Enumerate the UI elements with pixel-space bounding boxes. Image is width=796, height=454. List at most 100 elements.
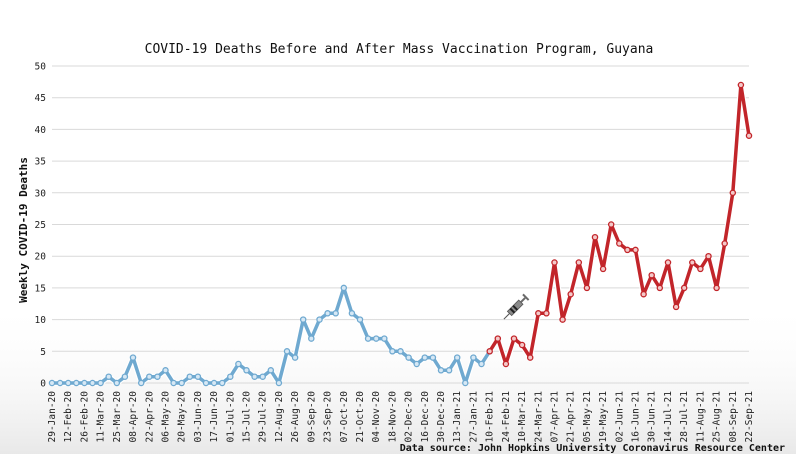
x-tick-label: 20-May-20 <box>177 391 188 443</box>
data-source-note: Data source: John Hopkins University Cor… <box>400 442 785 454</box>
x-tick-label: 07-Apr-21 <box>549 391 560 443</box>
y-tick-label: 15 <box>35 283 46 294</box>
before-point <box>73 379 80 387</box>
background-fade <box>0 300 796 454</box>
after-point <box>705 252 712 260</box>
before-point <box>324 310 331 317</box>
after-point <box>680 284 688 292</box>
before-point <box>462 379 469 387</box>
x-tick-label: 26-Aug-20 <box>290 391 301 443</box>
x-tick-label: 24-Mar-21 <box>533 391 544 443</box>
after-point <box>656 284 664 292</box>
x-tick-label: 01-Jul-20 <box>225 391 236 443</box>
x-tick-label: 12-Feb-20 <box>63 391 74 443</box>
x-tick-label: 21-Oct-20 <box>355 391 366 443</box>
before-point <box>186 373 194 380</box>
x-tick-label: 18-Nov-20 <box>387 391 398 443</box>
after-point <box>599 265 607 273</box>
x-tick-label: 02-Dec-20 <box>404 391 415 443</box>
before-point <box>283 348 291 355</box>
before-point <box>421 354 429 361</box>
after-point <box>632 246 639 254</box>
after-point <box>575 259 583 266</box>
after-point <box>664 259 672 266</box>
before-point <box>97 379 104 387</box>
after-point <box>583 284 591 292</box>
after-point <box>721 240 728 247</box>
before-point <box>397 348 404 355</box>
after-point <box>510 335 518 342</box>
before-point <box>210 379 218 387</box>
before-point <box>121 373 129 380</box>
before-point <box>405 354 412 361</box>
y-tick-label: 10 <box>35 315 47 326</box>
x-tick-label: 19-May-21 <box>598 391 609 443</box>
x-axis-ticks: 29-Jan-20 12-Feb-20 26-Feb-20 11-Mar-20 25-M… <box>47 391 755 443</box>
y-tick-label: 40 <box>35 125 47 136</box>
after-point <box>729 189 737 197</box>
after-point <box>672 303 680 311</box>
x-tick-label: 16-Jun-21 <box>631 391 642 443</box>
x-tick-label: 06-May-20 <box>160 391 171 443</box>
before-point <box>332 310 339 317</box>
before-point <box>170 379 177 387</box>
y-tick-label: 30 <box>35 188 47 199</box>
x-tick-label: 17-Jun-20 <box>209 391 220 443</box>
y-tick-label: 5 <box>40 347 46 358</box>
x-tick-label: 04-Nov-20 <box>371 391 382 443</box>
before-point <box>105 373 112 380</box>
before-point <box>129 354 137 361</box>
y-tick-label: 45 <box>35 93 46 104</box>
y-tick-label: 50 <box>35 62 47 73</box>
before-point <box>299 316 307 323</box>
x-tick-label: 13-Jan-21 <box>452 391 463 443</box>
x-tick-label: 08-Sep-21 <box>728 391 739 443</box>
before-point <box>348 310 356 317</box>
after-point <box>591 233 599 241</box>
x-tick-label: 25-Aug-21 <box>712 391 723 443</box>
before-point <box>64 379 72 387</box>
after-point <box>551 259 558 266</box>
x-tick-label: 02-Jun-21 <box>614 391 625 443</box>
before-point <box>413 360 420 368</box>
y-tick-label: 35 <box>35 157 46 168</box>
after-point <box>518 341 526 349</box>
before-point <box>194 373 202 380</box>
x-tick-label: 14-Jul-21 <box>663 391 674 443</box>
y-tick-label: 0 <box>40 379 46 390</box>
x-tick-label: 11-Mar-20 <box>96 391 107 443</box>
before-point <box>146 373 153 380</box>
before-point <box>113 379 121 387</box>
before-point <box>202 379 210 387</box>
after-point <box>689 259 696 266</box>
after-point <box>502 360 510 368</box>
x-tick-label: 29-Jan-20 <box>47 391 58 443</box>
before-point <box>429 354 437 361</box>
before-point <box>259 373 266 380</box>
x-tick-label: 10-Feb-21 <box>485 391 496 443</box>
x-tick-label: 03-Jun-20 <box>193 391 204 443</box>
x-tick-label: 25-Mar-20 <box>112 391 123 443</box>
before-point <box>89 379 96 387</box>
syringe-icon <box>503 293 530 320</box>
after-point <box>494 335 502 342</box>
after-point <box>486 348 493 355</box>
x-tick-label: 08-Apr-20 <box>128 391 139 443</box>
before-point <box>154 373 161 380</box>
before-point <box>291 354 299 361</box>
before-point <box>364 335 372 342</box>
x-tick-label: 23-Sep-20 <box>323 391 334 443</box>
y-axis-label: Weekly COVID-19 Deaths <box>17 157 30 303</box>
before-point <box>48 379 56 387</box>
after-point <box>607 221 615 228</box>
x-tick-label: 21-Apr-21 <box>566 391 577 443</box>
before-point <box>437 367 445 374</box>
after-point <box>640 290 647 298</box>
before-point <box>267 367 275 374</box>
before-point <box>316 316 323 323</box>
before-point <box>356 316 364 323</box>
after-point <box>697 265 704 273</box>
x-tick-label: 28-Jul-21 <box>679 391 690 443</box>
